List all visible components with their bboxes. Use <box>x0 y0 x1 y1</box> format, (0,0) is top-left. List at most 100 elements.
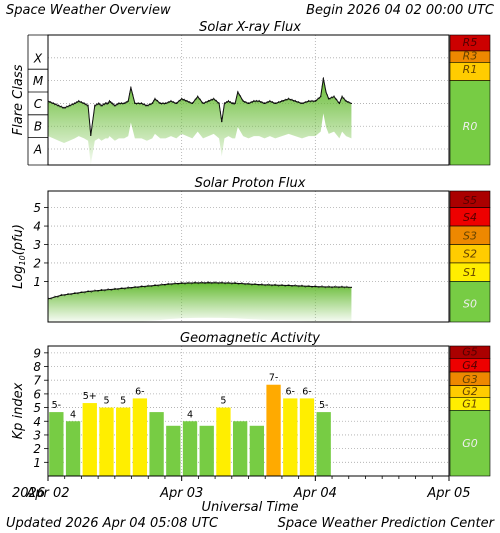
scale-label-S0: S0 <box>463 298 477 311</box>
kp-bar-label: 6- <box>286 386 295 397</box>
scale-label-S2: S2 <box>463 248 477 261</box>
time-axis: Apr 02 Apr 03 Apr 04 Apr 05 <box>25 476 471 501</box>
ytick-label: 1 <box>33 275 41 289</box>
kp-bar <box>216 407 231 476</box>
flux-line-1 <box>47 282 352 300</box>
class-tick-X: X <box>33 51 43 65</box>
flux-fill-0 <box>48 78 352 165</box>
kp-bar-label: 6- <box>135 386 144 397</box>
kp-bar-label: 4 <box>187 409 193 420</box>
class-tick-M: M <box>33 74 44 88</box>
kp-bar <box>49 412 64 476</box>
proton-title: Solar Proton Flux <box>195 176 306 191</box>
ytick-label: 7 <box>33 374 41 388</box>
xtick-label-1: Apr 03 <box>159 486 203 501</box>
kp-bar <box>116 407 131 476</box>
kp-bars: 5-45+ 5 56-457-6- 6-5- <box>49 373 331 476</box>
scale-label-R5: R5 <box>463 36 478 49</box>
flux-texture-1 <box>47 281 350 300</box>
frame-0 <box>47 34 450 166</box>
kp-bar-label: 5 <box>120 396 126 407</box>
scale-label-G3: G3 <box>462 373 478 386</box>
kp-bar-label: 5 <box>103 396 109 407</box>
scale-band-2-5 <box>449 410 491 477</box>
x-axis-year: 2026 <box>12 486 45 501</box>
kp-bar-label: 7- <box>269 373 278 384</box>
y-axis-1: 1 2 3 4 5 Log10(pfu) <box>11 201 48 289</box>
series-1 <box>47 281 353 322</box>
begin-time: Begin 2026 04 02 00:00 UTC <box>306 3 495 18</box>
kp-bar-label: 6- <box>302 386 311 397</box>
updated-time: Updated 2026 Apr 04 05:08 UTC <box>6 516 219 531</box>
ytick-label: 5 <box>33 201 41 215</box>
xtick-label-2: Apr 04 <box>293 486 337 501</box>
kp-bar <box>266 384 281 476</box>
y-axis-label-1: Log10(pfu) <box>11 224 27 289</box>
kp-bar <box>299 398 315 476</box>
scale-label-S3: S3 <box>463 229 477 242</box>
xray-title: Solar X-ray Flux <box>199 20 301 35</box>
class-tick-C: C <box>34 97 43 111</box>
ytick-label: 2 <box>33 442 41 456</box>
y-axis-label-0: Flare Class <box>11 64 26 135</box>
kp-bar <box>232 421 248 476</box>
grid-0 <box>47 34 450 165</box>
scale-band-0-3 <box>449 80 491 166</box>
scale-label-G5: G5 <box>462 345 478 358</box>
scale-label-S5: S5 <box>463 194 477 207</box>
kp-bar <box>182 421 198 476</box>
class-tick-B: B <box>34 120 42 134</box>
kp-bar <box>99 407 114 476</box>
ytick-label: 5 <box>33 401 41 415</box>
ytick-label: 1 <box>33 456 41 470</box>
kp-bar <box>166 425 181 476</box>
ytick-label: 6 <box>33 387 41 401</box>
scale-label-S1: S1 <box>463 266 477 279</box>
overview-title: Space Weather Overview <box>6 3 171 18</box>
scale-label-S4: S4 <box>463 211 477 224</box>
scale-label-R0: R0 <box>463 120 478 133</box>
kp-bar-label: 5- <box>319 400 328 411</box>
kp-bar <box>132 398 148 476</box>
kp-bar <box>249 425 265 476</box>
xtick-label-0: Apr 02 <box>25 486 69 501</box>
scale-label-G4: G4 <box>462 359 478 372</box>
x-axis-label: Universal Time <box>201 500 298 515</box>
scale-band-1-5 <box>449 281 491 323</box>
proton-panel: S5 S4 S3 S2 S1 S0 1 2 3 4 5 Log10(pfu) <box>11 190 491 323</box>
ytick-label: 8 <box>33 360 41 374</box>
flux-fill-1 <box>48 282 352 322</box>
series-0 <box>47 77 353 165</box>
kp-bar <box>65 421 81 476</box>
center-name: Space Weather Prediction Center <box>278 516 496 531</box>
kp-bar <box>283 398 298 476</box>
kp-bar-label: 4 <box>70 409 76 420</box>
kp-bar-label: 5+ <box>83 391 97 402</box>
kp-bar <box>149 412 164 476</box>
kp-bar <box>316 412 331 476</box>
ytick-label: 9 <box>33 346 41 360</box>
ytick-label: 4 <box>33 415 41 429</box>
scale-label-G0: G0 <box>462 437 478 450</box>
scale-label-G1: G1 <box>462 397 478 410</box>
class-tick-A: A <box>33 143 42 157</box>
xtick-label-3: Apr 05 <box>426 486 470 501</box>
flux-line-0 <box>47 78 352 136</box>
scale-label-G2: G2 <box>462 385 478 398</box>
frame-1 <box>47 190 450 323</box>
kp-bar <box>82 403 97 476</box>
kp-bar-label: 5 <box>220 396 226 407</box>
scale-label-R1: R1 <box>463 63 478 76</box>
kp-bar <box>199 425 214 476</box>
ytick-label: 4 <box>33 220 41 234</box>
kp-bar-label: 5- <box>52 400 61 411</box>
y-axis-label-2: Kp index <box>11 382 26 439</box>
ytick-label: 2 <box>33 256 41 270</box>
scale-label-R3: R3 <box>463 50 478 63</box>
ytick-label: 3 <box>33 238 41 252</box>
ytick-label: 3 <box>33 428 41 442</box>
